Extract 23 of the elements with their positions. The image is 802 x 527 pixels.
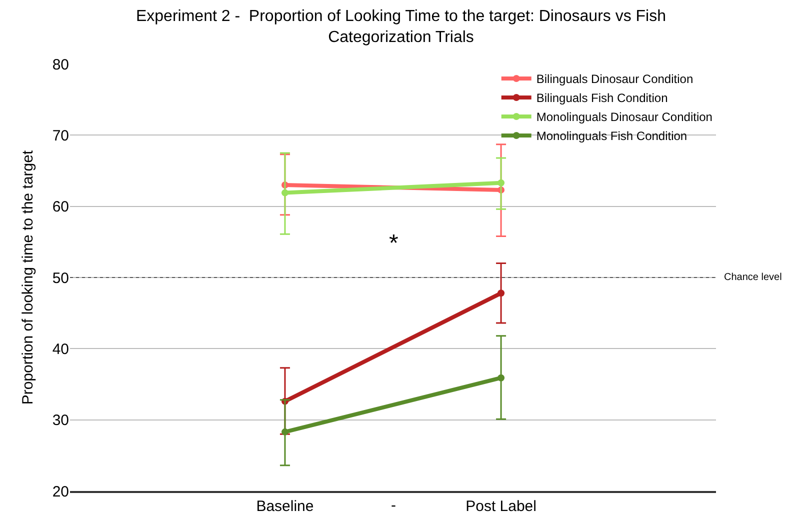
point — [281, 189, 288, 196]
y-tick-label: 50 — [52, 270, 69, 287]
chart-title: Experiment 2 - Proportion of Looking Time to the target: Dinosaurs vs Fish Categorization Trials — [136, 8, 666, 46]
legend-label: Bilinguals Dinosaur Condition — [536, 72, 694, 86]
y-tick-label: 60 — [52, 198, 69, 216]
x-tick-label: Post Label — [466, 498, 536, 515]
point — [498, 374, 505, 382]
point — [281, 428, 288, 436]
y-tick-label: 20 — [52, 483, 69, 500]
y-tick-label: 80 — [52, 56, 69, 74]
legend-label: Monolinguals Fish Condition — [536, 129, 688, 144]
text: - — [391, 497, 396, 514]
y-tick-label: 70 — [52, 127, 69, 144]
x-tick-label: Baseline — [256, 498, 314, 515]
ref-line-label: Chance level — [724, 272, 782, 283]
point — [498, 179, 505, 186]
y-tick-label: 30 — [52, 412, 69, 430]
legend-label: Bilinguals Fish Condition — [536, 91, 668, 106]
y-axis-title: Proportion of looking time to the target — [20, 150, 37, 405]
legend-label: Monolinguals Dinosaur Condition — [536, 110, 712, 124]
y-tick-label: 40 — [52, 340, 69, 358]
annotation: * — [389, 230, 398, 257]
point — [498, 290, 505, 297]
